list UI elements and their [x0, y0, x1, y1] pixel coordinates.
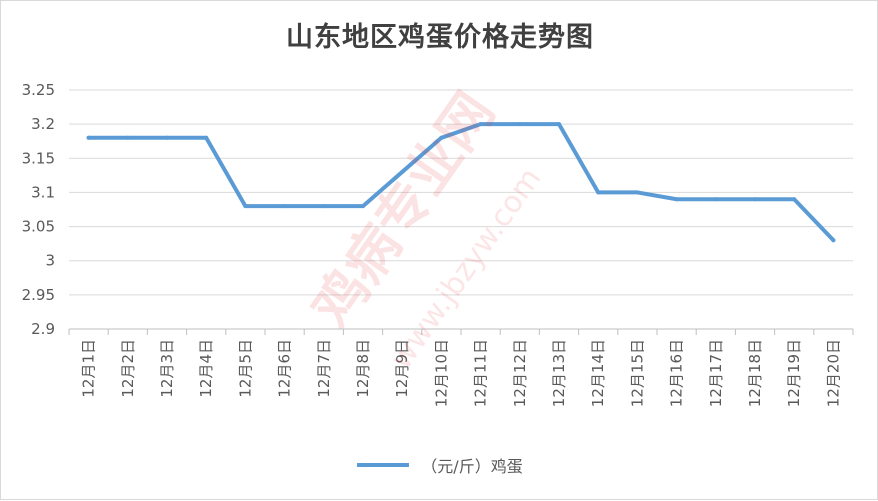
x-tick-label: 12月17日	[707, 339, 725, 407]
data-point	[557, 122, 561, 127]
x-tick-label: 12月15日	[628, 339, 646, 407]
data-point	[282, 204, 287, 209]
data-point	[204, 135, 209, 140]
data-point	[831, 238, 836, 243]
data-point	[792, 197, 797, 202]
x-tick-label: 12月6日	[276, 339, 294, 398]
data-point	[439, 135, 444, 140]
y-tick-label: 3.05	[22, 218, 55, 236]
chart-title: 山东地区鸡蛋价格走势图	[286, 22, 594, 53]
data-point	[321, 204, 326, 209]
data-point	[713, 197, 718, 202]
x-tick-label: 12月11日	[472, 339, 490, 407]
legend-label: （元/斤）鸡蛋	[421, 457, 523, 476]
x-tick-label: 12月7日	[315, 339, 333, 398]
x-tick-label: 12月10日	[432, 339, 450, 407]
x-tick-label: 12月3日	[158, 339, 176, 398]
x-tick-label: 12月13日	[550, 339, 568, 407]
legend: （元/斤）鸡蛋	[1, 453, 878, 477]
data-point	[753, 197, 757, 202]
data-point	[361, 204, 365, 209]
y-tick-label: 2.95	[22, 286, 55, 304]
x-tick-label: 12月14日	[589, 339, 607, 407]
x-tick-label: 12月9日	[393, 339, 411, 398]
x-tick-label: 12月19日	[785, 339, 803, 407]
data-point	[86, 135, 91, 140]
x-tick-label: 12月2日	[119, 339, 137, 398]
series-line	[86, 122, 836, 243]
data-point	[243, 204, 248, 209]
x-tick-label: 12月4日	[197, 339, 215, 398]
x-tick-label: 12月1日	[80, 339, 98, 398]
y-axis-ticks: 3.25 3.2 3.15 3.1 3.05 3 2.95 2.9	[22, 81, 55, 338]
data-point	[596, 190, 601, 195]
x-tick-label: 12月16日	[668, 339, 686, 407]
x-tick-label: 12月5日	[236, 339, 254, 398]
data-point	[517, 122, 522, 127]
x-tick-label: 12月8日	[354, 339, 372, 398]
gridlines	[69, 89, 853, 330]
data-point	[165, 135, 169, 140]
series-layer	[86, 122, 836, 243]
data-point	[635, 190, 640, 195]
data-point	[400, 169, 405, 174]
data-point	[674, 197, 679, 202]
y-tick-label: 3.1	[31, 183, 55, 201]
y-tick-label: 3	[45, 252, 55, 270]
y-tick-label: 3.2	[31, 115, 55, 133]
y-tick-label: 3.15	[22, 149, 55, 167]
data-point	[125, 135, 130, 140]
y-tick-label: 3.25	[22, 81, 55, 99]
x-axis-ticks: 12月1日 12月2日 12月3日 12月4日 12月5日 12月6日 12月7日 12月8日…	[68, 329, 854, 407]
data-point	[478, 122, 483, 127]
x-tick-label: 12月20日	[824, 339, 842, 407]
x-tick-label: 12月18日	[746, 339, 764, 407]
x-tick-label: 12月12日	[511, 339, 529, 407]
y-tick-label: 2.9	[31, 320, 55, 338]
legend-line-swatch	[357, 463, 410, 467]
